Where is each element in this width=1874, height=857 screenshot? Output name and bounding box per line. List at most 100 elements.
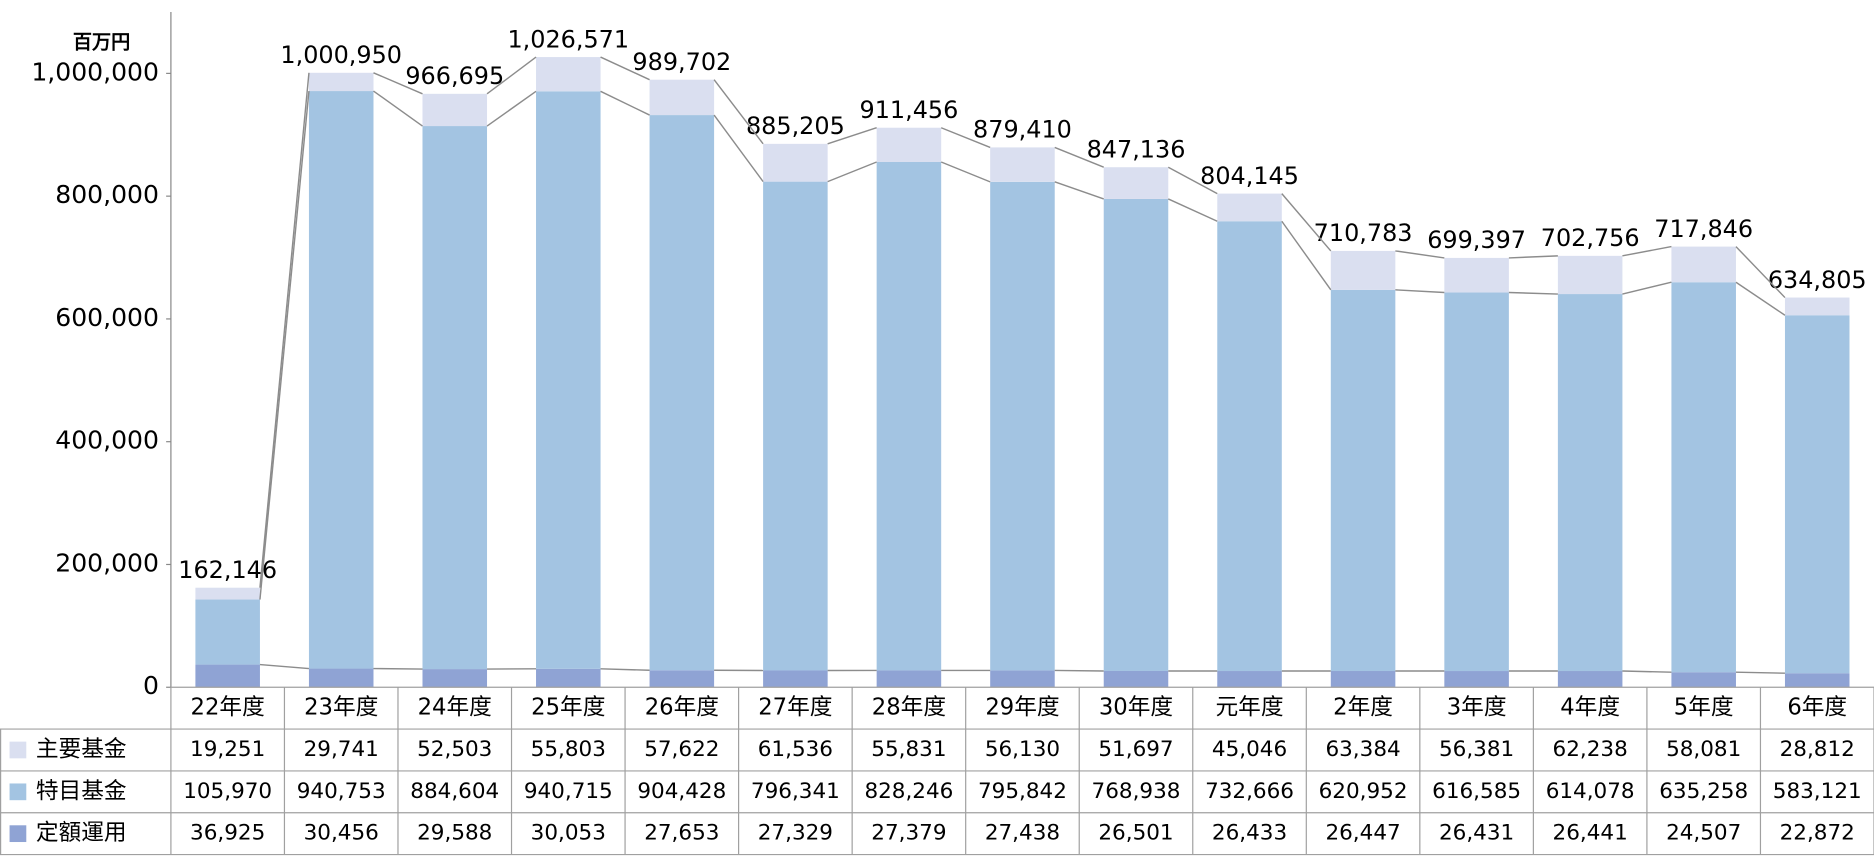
bar-segment — [1330, 671, 1396, 688]
series-line — [1622, 281, 1672, 295]
total-label: 885,205 — [746, 112, 845, 140]
total-label: 989,702 — [632, 48, 731, 76]
table-value: 55,803 — [531, 737, 606, 762]
bar-segment — [990, 181, 1055, 671]
y-tick-label: 600,000 — [55, 303, 159, 332]
series-line — [1508, 291, 1558, 295]
series-line — [600, 56, 650, 81]
table-value: 19,251 — [190, 737, 265, 762]
series-line — [713, 114, 764, 183]
bar-segment — [1671, 282, 1736, 673]
legend-label: 定額運用 — [36, 820, 127, 846]
x-tick-label: 元年度 — [1216, 695, 1284, 721]
table-value: 57,622 — [644, 737, 719, 762]
bar-segment — [649, 670, 715, 688]
series-line — [1395, 250, 1445, 259]
bar-segment — [876, 162, 942, 671]
table-value: 30,456 — [304, 821, 379, 846]
table-value: 63,384 — [1325, 737, 1400, 762]
total-label: 702,756 — [1541, 224, 1640, 252]
x-tick-label: 26年度 — [645, 695, 719, 721]
table-value: 58,081 — [1666, 737, 1741, 762]
bar-segment — [308, 91, 374, 669]
total-label: 911,456 — [860, 96, 959, 124]
bar-segment — [990, 147, 1055, 182]
y-tick-label: 400,000 — [55, 426, 159, 455]
bar-segment — [763, 670, 828, 688]
table-value: 26,447 — [1325, 821, 1400, 846]
table-value: 29,588 — [417, 821, 492, 846]
table-value: 29,741 — [304, 737, 379, 762]
x-tick-label: 4年度 — [1560, 695, 1620, 721]
legend-swatch — [9, 741, 27, 759]
table-value: 27,379 — [871, 821, 946, 846]
x-tick-label: 29年度 — [985, 695, 1059, 721]
series-line — [373, 667, 423, 670]
table-value: 614,078 — [1546, 779, 1635, 804]
table-value: 796,341 — [751, 779, 840, 804]
series-line — [1167, 198, 1218, 222]
x-tick-label: 22年度 — [191, 695, 265, 721]
series-line — [259, 90, 310, 600]
table-value: 635,258 — [1659, 779, 1748, 804]
bar-segment — [1217, 193, 1282, 222]
table-value: 61,536 — [758, 737, 833, 762]
bar-segment — [1557, 671, 1623, 688]
table-value: 56,130 — [985, 737, 1060, 762]
x-tick-label: 27年度 — [758, 695, 832, 721]
total-label: 1,026,571 — [507, 25, 629, 53]
table-value: 768,938 — [1092, 779, 1181, 804]
table-value: 52,503 — [417, 737, 492, 762]
series-line — [1281, 193, 1332, 252]
bar-segment — [1444, 671, 1509, 688]
total-label: 966,695 — [405, 62, 504, 90]
bar-segment — [536, 91, 601, 669]
series-line — [1622, 245, 1672, 257]
total-label: 879,410 — [973, 116, 1072, 144]
x-tick-label: 5年度 — [1674, 695, 1734, 721]
series-line — [1054, 669, 1104, 672]
series-line — [713, 79, 764, 145]
series-line — [486, 90, 537, 127]
bar-segment — [195, 664, 260, 688]
series-line — [1735, 281, 1786, 316]
table-value: 27,329 — [758, 821, 833, 846]
bar-segment — [876, 670, 942, 688]
series-line — [1054, 181, 1104, 200]
series-line — [259, 663, 310, 670]
bar-segment — [1557, 255, 1623, 295]
table-value: 26,431 — [1439, 821, 1514, 846]
table-value: 26,433 — [1212, 821, 1287, 846]
bar-segment — [422, 93, 488, 127]
series-line — [1735, 671, 1785, 674]
y-tick-label: 200,000 — [55, 548, 159, 577]
unit-label: 百万円 — [73, 31, 130, 54]
series-line — [600, 90, 650, 116]
table-value: 884,604 — [410, 779, 499, 804]
bar-segment — [649, 79, 715, 116]
series-line — [827, 161, 877, 183]
y-tick-label: 800,000 — [55, 180, 159, 209]
table-value: 36,925 — [190, 821, 265, 846]
bar-segment — [1103, 167, 1169, 199]
table-value: 24,507 — [1666, 821, 1741, 846]
table-value: 26,501 — [1098, 821, 1173, 846]
table-value: 27,438 — [985, 821, 1060, 846]
x-tick-label: 2年度 — [1333, 695, 1393, 721]
y-tick-label: 1,000,000 — [31, 57, 159, 86]
legend-swatch — [9, 825, 27, 843]
legend-swatch — [9, 783, 27, 801]
series-line — [940, 127, 991, 149]
bar-segment — [876, 127, 942, 163]
legend-label: 主要基金 — [36, 736, 127, 762]
bar-segment — [1217, 671, 1282, 688]
bar-segment — [1217, 221, 1282, 672]
series-line — [373, 72, 423, 95]
table-value: 583,121 — [1773, 779, 1862, 804]
bar-segment — [1103, 670, 1169, 688]
bar-segment — [763, 143, 828, 182]
x-tick-label: 24年度 — [418, 695, 492, 721]
table-value: 51,697 — [1098, 737, 1173, 762]
x-tick-label: 30年度 — [1099, 695, 1173, 721]
table-value: 795,842 — [978, 779, 1067, 804]
